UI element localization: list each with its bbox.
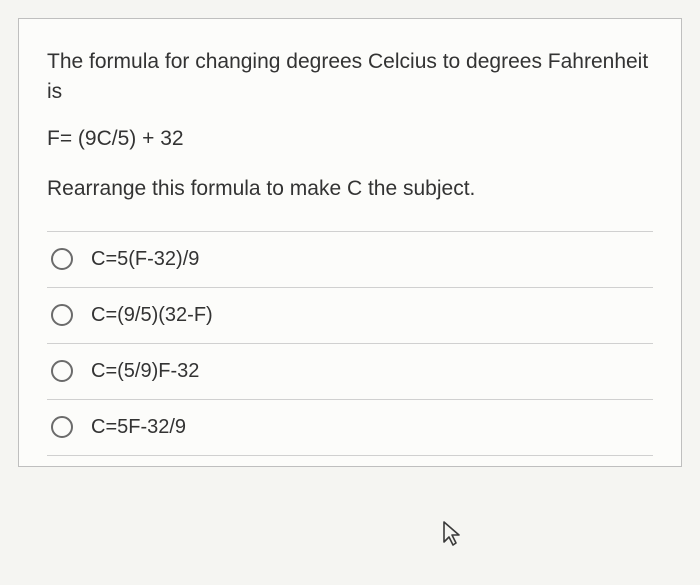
option-row[interactable]: C=(5/9)F-32 [47, 344, 653, 400]
option-row[interactable]: C=5F-32/9 [47, 400, 653, 456]
radio-icon[interactable] [51, 416, 73, 438]
option-label: C=5(F-32)/9 [91, 248, 199, 271]
question-card: The formula for changing degrees Celcius… [18, 18, 682, 467]
options-list: C=5(F-32)/9 C=(9/5)(32-F) C=(5/9)F-32 C=… [47, 231, 653, 456]
cursor-icon [440, 520, 464, 548]
option-row[interactable]: C=(9/5)(32-F) [47, 288, 653, 344]
radio-icon[interactable] [51, 304, 73, 326]
option-row[interactable]: C=5(F-32)/9 [47, 232, 653, 288]
prompt-intro: The formula for changing degrees Celcius… [47, 47, 653, 108]
radio-icon[interactable] [51, 360, 73, 382]
prompt-formula: F= (9C/5) + 32 [47, 124, 653, 154]
option-label: C=(9/5)(32-F) [91, 304, 213, 327]
option-label: C=(5/9)F-32 [91, 360, 199, 383]
prompt-instruction: Rearrange this formula to make C the sub… [47, 174, 653, 204]
option-label: C=5F-32/9 [91, 416, 186, 439]
question-prompt: The formula for changing degrees Celcius… [47, 47, 653, 205]
radio-icon[interactable] [51, 248, 73, 270]
